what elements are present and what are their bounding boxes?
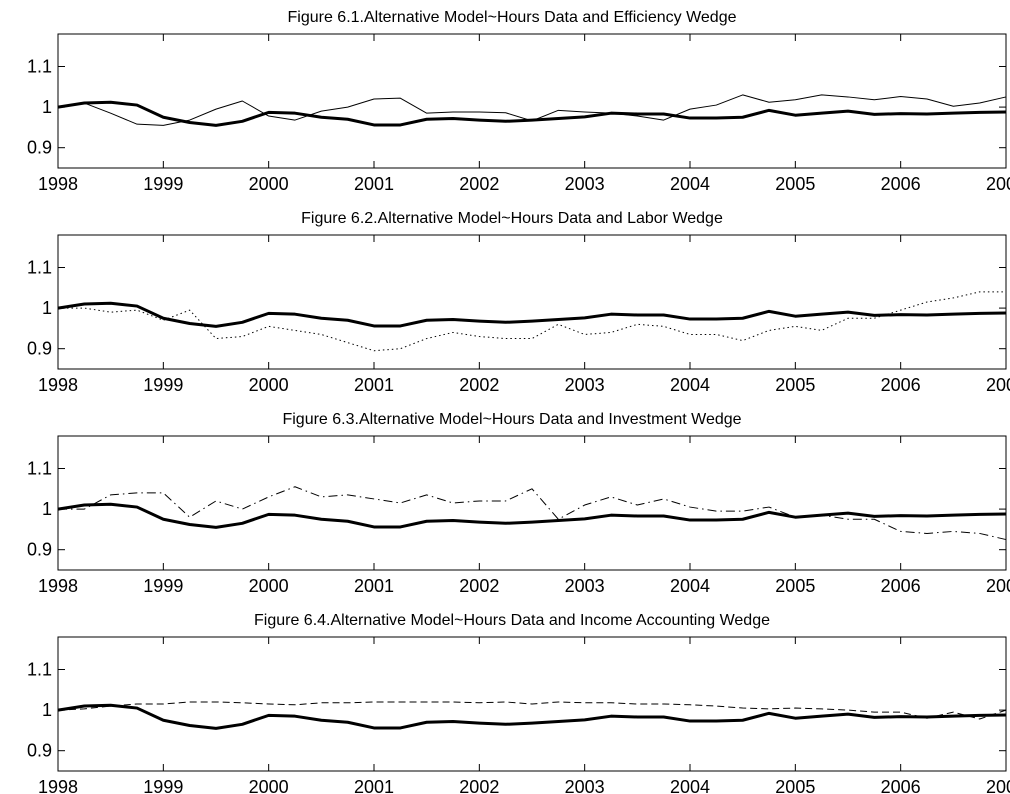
x-tick-label: 2001	[354, 576, 394, 596]
x-tick-label: 2001	[354, 375, 394, 395]
x-tick-label: 1998	[38, 777, 78, 794]
y-tick-label: 0.9	[27, 741, 52, 761]
y-tick-label: 1.1	[27, 257, 52, 277]
x-tick-label: 2006	[881, 576, 921, 596]
x-tick-label: 2002	[459, 777, 499, 794]
y-tick-label: 1	[42, 97, 52, 117]
chart-title: Figure 6.1.Alternative Model~Hours Data …	[288, 9, 737, 26]
y-tick-label: 0.9	[27, 540, 52, 560]
x-tick-label: 2004	[670, 777, 710, 794]
y-tick-label: 1.1	[27, 659, 52, 679]
x-tick-label: 2007	[986, 777, 1010, 794]
x-tick-label: 2004	[670, 576, 710, 596]
x-tick-label: 2000	[249, 576, 289, 596]
x-tick-label: 1998	[38, 375, 78, 395]
x-tick-label: 2004	[670, 174, 710, 194]
y-tick-label: 1.1	[27, 56, 52, 76]
y-tick-label: 0.9	[27, 138, 52, 158]
x-tick-label: 2003	[565, 777, 605, 794]
series-line	[57, 703, 1007, 730]
x-tick-label: 2007	[986, 375, 1010, 395]
x-tick-label: 2000	[249, 174, 289, 194]
x-tick-label: 2002	[459, 174, 499, 194]
x-tick-label: 2007	[986, 576, 1010, 596]
x-tick-label: 2001	[354, 174, 394, 194]
x-tick-label: 2000	[249, 375, 289, 395]
plot-frame	[57, 33, 1007, 169]
y-tick-label: 0.9	[27, 339, 52, 359]
series-line	[57, 502, 1007, 529]
x-tick-label: 1999	[143, 777, 183, 794]
series-line	[58, 291, 1006, 352]
y-tick-label: 1	[42, 499, 52, 519]
series-line	[57, 701, 1007, 720]
x-tick-label: 2005	[775, 375, 815, 395]
x-tick-label: 2005	[775, 174, 815, 194]
x-tick-label: 1999	[143, 576, 183, 596]
x-tick-label: 2007	[986, 174, 1010, 194]
x-tick-label: 2006	[881, 174, 921, 194]
series-line	[58, 486, 1007, 541]
chart-title: Figure 6.2.Alternative Model~Hours Data …	[301, 210, 723, 227]
x-tick-label: 2006	[881, 777, 921, 794]
x-tick-label: 2003	[565, 375, 605, 395]
x-tick-label: 2006	[881, 375, 921, 395]
chart-title: Figure 6.4.Alternative Model~Hours Data …	[254, 612, 770, 629]
x-tick-label: 2000	[249, 777, 289, 794]
plot-frame	[57, 636, 1007, 772]
y-tick-label: 1	[42, 700, 52, 720]
x-tick-label: 2005	[775, 777, 815, 794]
x-tick-label: 2003	[565, 174, 605, 194]
x-tick-label: 1999	[143, 375, 183, 395]
x-tick-label: 1999	[143, 174, 183, 194]
x-tick-label: 2003	[565, 576, 605, 596]
x-tick-label: 1998	[38, 576, 78, 596]
chart-title: Figure 6.3.Alternative Model~Hours Data …	[282, 411, 741, 428]
series-line	[57, 100, 1007, 127]
x-tick-label: 2005	[775, 576, 815, 596]
plot-frame	[57, 234, 1007, 370]
series-line	[57, 301, 1007, 328]
y-tick-label: 1	[42, 298, 52, 318]
x-tick-label: 2002	[459, 375, 499, 395]
x-tick-label: 2001	[354, 777, 394, 794]
x-tick-label: 2002	[459, 576, 499, 596]
x-tick-label: 1998	[38, 174, 78, 194]
x-tick-label: 2004	[670, 375, 710, 395]
plot-frame	[57, 435, 1007, 571]
y-tick-label: 1.1	[27, 458, 52, 478]
